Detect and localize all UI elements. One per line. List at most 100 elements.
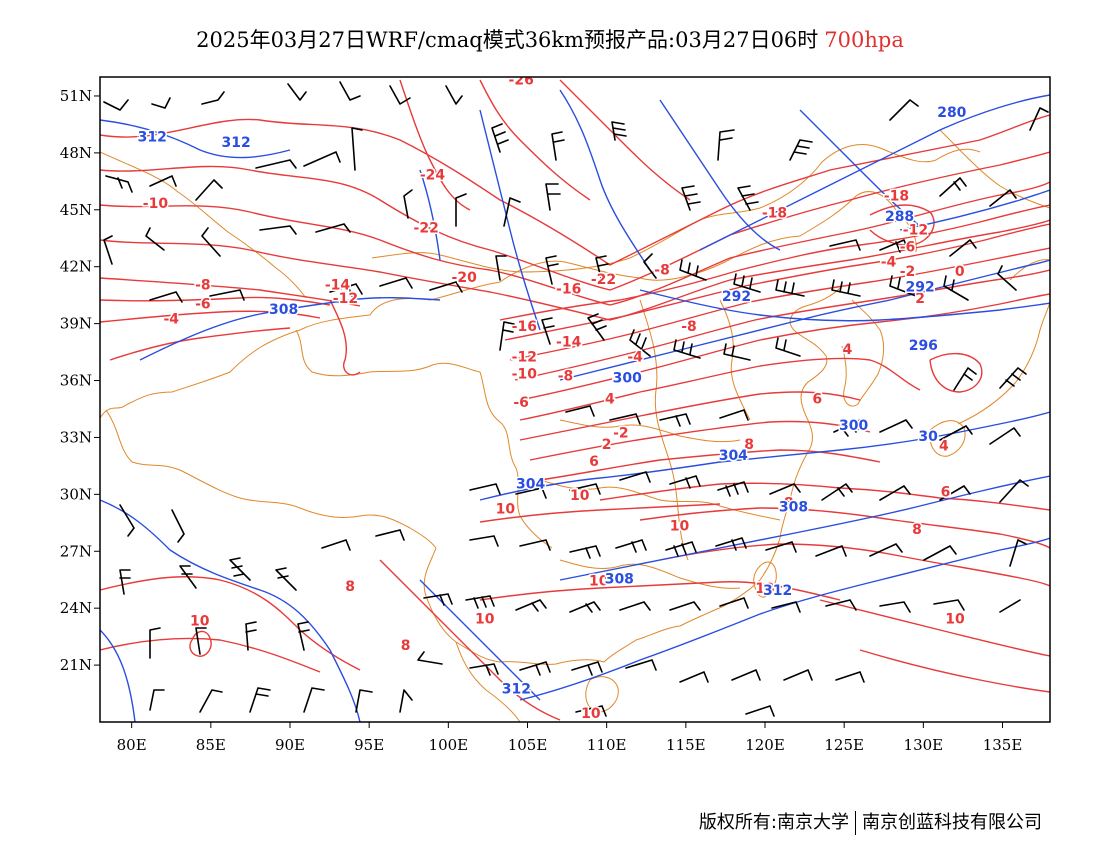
wind-barb	[629, 329, 651, 357]
temperature-contour-label: 10	[755, 581, 775, 597]
lon-tick-label: 115E	[666, 736, 706, 754]
height-contour-label: 308	[605, 572, 634, 588]
wind-barb	[445, 85, 463, 105]
lat-tick-label: 24N	[60, 599, 92, 617]
temperature-labels: -26-24-22-20 -22-16-14-12-10-8-6-4 -16-14-…	[141, 77, 966, 722]
temp-contour	[100, 151, 1050, 291]
temperature-contour-label: 10	[589, 573, 609, 589]
boundaries-layer	[100, 129, 1050, 722]
wind-barb	[889, 99, 919, 121]
wind-barb	[575, 705, 607, 717]
temp-contour	[509, 247, 1050, 361]
height-contour-label: 312	[763, 583, 792, 599]
wind-barb	[145, 227, 165, 251]
temperature-contour-label: 2	[915, 291, 925, 307]
height-contour-label: 292	[722, 289, 751, 305]
wind-barb	[789, 139, 813, 161]
wind-barb	[259, 225, 297, 235]
wind-barb	[495, 255, 507, 281]
height-contour-label: 300	[613, 370, 642, 386]
hainan-island	[585, 676, 619, 713]
footer: 版权所有:南京大学 南京创蓝科技有限公司	[699, 808, 1042, 835]
lat-tick-label: 30N	[60, 485, 92, 503]
wind-barb	[943, 275, 969, 301]
temp-contour	[514, 269, 1050, 381]
wind-barb	[569, 601, 601, 613]
map-title: 2025年03月27日WRF/cmaq模式36km预报产品:03月27日06时 7…	[0, 24, 1100, 54]
wind-barb	[465, 595, 495, 609]
plot-frame	[99, 76, 1051, 723]
wind-barb	[469, 663, 499, 676]
wind-barb	[303, 151, 341, 167]
wind-barb	[825, 599, 857, 611]
wind-barb	[119, 504, 135, 537]
lon-tick-label: 80E	[117, 736, 147, 754]
wind-barb	[609, 413, 641, 425]
temperature-contour-label: 8	[345, 579, 355, 595]
wind-barb	[745, 705, 775, 717]
wind-barb	[545, 183, 561, 211]
wind-barb	[149, 627, 161, 659]
height-contour-label: 308	[779, 499, 808, 515]
temp-contour	[519, 357, 921, 421]
height-contour	[100, 499, 361, 722]
wind-barbs	[103, 81, 1049, 717]
temp-contour	[109, 327, 291, 361]
lat-tick-label: 27N	[60, 542, 92, 560]
height-contour	[100, 119, 291, 159]
longitude-axis: 80E 85E 90E 95E 100E 105E 110E 115E 120E 125E 130E…	[117, 722, 1022, 754]
russia-coast	[939, 129, 1050, 209]
wind-barb	[939, 485, 971, 501]
wind-barb	[255, 159, 297, 169]
wind-barb	[783, 669, 813, 681]
wind-barb	[821, 483, 853, 501]
temperature-contour-label: -8	[558, 369, 574, 385]
lon-tick-label: 90E	[275, 736, 305, 754]
tibet-region-border	[105, 409, 437, 549]
temp-contour	[100, 576, 361, 671]
height-contour-label: 300	[839, 418, 868, 434]
province-inner-2	[539, 479, 781, 521]
wind-barb	[195, 179, 223, 201]
coastline-south	[603, 287, 841, 663]
temperature-contour-label: 8	[784, 496, 794, 512]
temperature-contour-label: -12	[333, 291, 358, 307]
southeast-asia	[455, 641, 521, 722]
wind-barb	[423, 593, 453, 606]
temperature-contour-label: 8	[744, 437, 754, 453]
temp-contour	[379, 559, 561, 721]
temp-contour	[869, 204, 935, 246]
wind-barb	[953, 367, 977, 391]
temp-contour	[539, 449, 881, 481]
height-contour-label: 296	[909, 338, 938, 354]
temperature-contours	[100, 79, 1050, 721]
china-border	[100, 191, 917, 419]
temp-contour	[100, 637, 321, 673]
wind-barb	[209, 289, 245, 301]
lat-tick-label: 36N	[60, 372, 92, 390]
wind-barb	[831, 279, 861, 297]
wind-barb	[681, 185, 701, 211]
wind-barb	[171, 509, 185, 543]
temperature-contour-label: -24	[420, 167, 446, 183]
temperature-contour-label: -4	[881, 255, 897, 271]
temp-contour	[329, 299, 361, 376]
lat-tick-label: 48N	[60, 144, 92, 162]
temp-contour	[189, 630, 212, 657]
temperature-contour-label: -16	[512, 319, 537, 335]
wind-barb	[923, 545, 957, 561]
wind-barb	[541, 317, 555, 345]
wind-barb	[403, 189, 413, 219]
wind-barb	[103, 99, 129, 111]
height-contour-label: 280	[937, 105, 966, 121]
wind-barb	[339, 81, 361, 101]
temperature-contour-label: 6	[941, 484, 951, 500]
temperature-contour-label: -4	[627, 350, 643, 366]
height-contour	[479, 411, 1050, 501]
wind-barb	[491, 123, 509, 153]
lat-tick-label: 45N	[60, 201, 92, 219]
temperature-contour-label: -4	[163, 312, 179, 328]
wind-barb	[151, 97, 171, 109]
company-text: 南京创蓝科技有限公司	[862, 812, 1042, 833]
